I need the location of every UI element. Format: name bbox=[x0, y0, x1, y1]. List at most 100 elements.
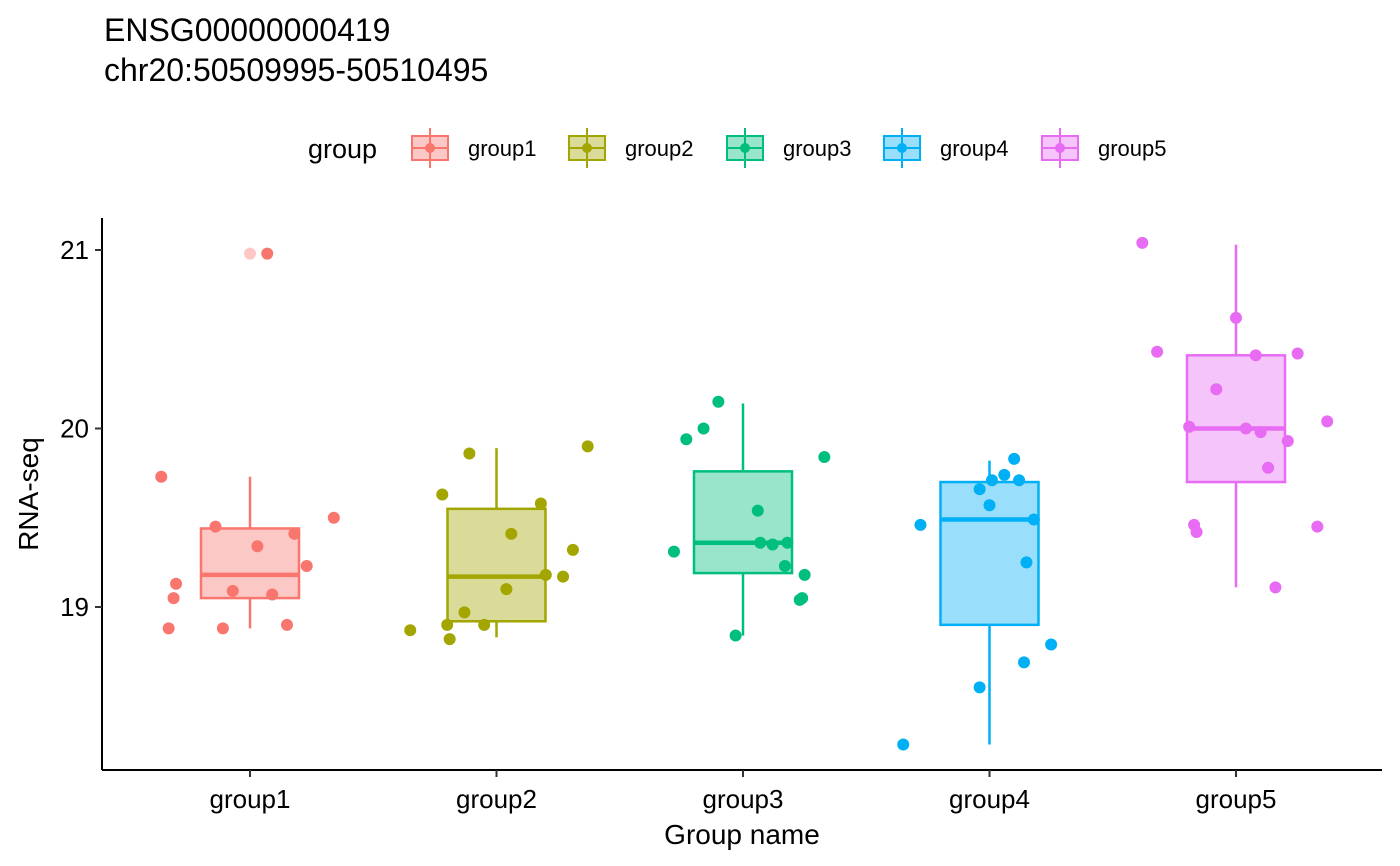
legend-label-group1: group1 bbox=[468, 136, 537, 161]
plot-area bbox=[155, 236, 1334, 751]
point-group3-13 bbox=[818, 451, 831, 464]
point-group4-7 bbox=[1008, 452, 1021, 465]
x-tick-label-group3: group3 bbox=[703, 784, 784, 814]
y-tick-label-21: 21 bbox=[60, 235, 89, 265]
point-group1-4 bbox=[209, 520, 222, 533]
point-group3-2 bbox=[697, 422, 710, 435]
axes: Group name RNA-seq 19 20 21 group1 group2 gro… bbox=[13, 218, 1382, 850]
x-tick-label-group4: group4 bbox=[949, 784, 1030, 814]
y-tick-label-19: 19 bbox=[60, 592, 89, 622]
x-tick-label-group5: group5 bbox=[1196, 784, 1277, 814]
point-group5-5 bbox=[1210, 383, 1223, 396]
x-tick-label-group2: group2 bbox=[456, 784, 537, 814]
point-group1-9 bbox=[280, 618, 293, 631]
point-group1-12 bbox=[327, 511, 340, 524]
point-group2-3 bbox=[443, 633, 456, 646]
point-group2-1 bbox=[436, 488, 449, 501]
point-group2-12 bbox=[566, 543, 579, 556]
point-group5-14 bbox=[1311, 520, 1324, 533]
legend-item-group2: group2 bbox=[568, 128, 694, 168]
point-group3-3 bbox=[712, 395, 725, 408]
point-group1-13 bbox=[261, 247, 274, 260]
legend-label-group4: group4 bbox=[940, 136, 1009, 161]
legend-item-group3: group3 bbox=[726, 128, 852, 168]
legend-title: group bbox=[308, 134, 377, 164]
point-group2-9 bbox=[534, 497, 547, 510]
point-group3-7 bbox=[766, 538, 779, 551]
point-group4-1 bbox=[914, 518, 927, 531]
point-group2-6 bbox=[478, 618, 491, 631]
legend-item-group5: group5 bbox=[1041, 128, 1167, 168]
point-group4-5 bbox=[985, 474, 998, 487]
chart-subtitle: chr20:50509995-50510495 bbox=[104, 52, 489, 88]
point-group4-0 bbox=[897, 738, 910, 751]
point-group1-11 bbox=[300, 559, 313, 572]
box-group3 bbox=[692, 470, 794, 575]
point-group2-7 bbox=[500, 583, 513, 596]
legend-key-point-group1 bbox=[425, 143, 435, 153]
legend: group group1 group2 group3 group4 group5 bbox=[308, 128, 1167, 168]
chart-title-block: ENSG00000000419 chr20:50509995-50510495 bbox=[104, 10, 488, 90]
point-group5-9 bbox=[1254, 426, 1267, 439]
point-group5-6 bbox=[1230, 311, 1242, 324]
point-group2-11 bbox=[557, 570, 570, 583]
legend-label-group3: group3 bbox=[783, 136, 852, 161]
point-group4-4 bbox=[983, 499, 996, 512]
point-group1-0 bbox=[155, 470, 168, 483]
legend-key-point-group5 bbox=[1055, 143, 1065, 153]
point-group1-7 bbox=[251, 540, 264, 553]
point-group3-11 bbox=[796, 592, 809, 605]
box-group-group5 bbox=[1136, 236, 1334, 594]
point-group5-15 bbox=[1321, 415, 1334, 428]
point-group4-3 bbox=[973, 483, 986, 496]
point-group5-2 bbox=[1183, 420, 1196, 433]
point-group3-6 bbox=[754, 536, 767, 549]
point-group1-5 bbox=[226, 584, 239, 597]
point-group1-10 bbox=[288, 527, 301, 540]
point-group1-1 bbox=[170, 577, 183, 590]
box-group1 bbox=[199, 527, 301, 600]
point-group4-10 bbox=[1020, 556, 1033, 569]
point-group4-12 bbox=[1045, 638, 1058, 651]
point-group5-12 bbox=[1281, 434, 1294, 447]
box-group2 bbox=[446, 507, 547, 623]
point-group2-4 bbox=[458, 606, 471, 619]
point-group5-13 bbox=[1291, 347, 1304, 360]
y-tick-label-20: 20 bbox=[60, 414, 89, 444]
point-group1-6 bbox=[216, 622, 229, 635]
point-group3-1 bbox=[680, 433, 693, 446]
point-group3-4 bbox=[729, 629, 742, 642]
point-group5-0 bbox=[1136, 236, 1149, 249]
point-group5-11 bbox=[1269, 581, 1282, 594]
point-group1-3 bbox=[162, 622, 175, 635]
x-axis-title: Group name bbox=[664, 819, 820, 850]
point-group2-0 bbox=[404, 624, 417, 637]
y-axis-title: RNA-seq bbox=[13, 437, 44, 551]
point-group5-4 bbox=[1190, 526, 1203, 539]
box-group5 bbox=[1185, 354, 1287, 484]
point-group3-0 bbox=[667, 545, 680, 558]
outlier-group1-0 bbox=[244, 247, 256, 260]
point-group5-1 bbox=[1151, 345, 1164, 358]
x-tick-label-group1: group1 bbox=[210, 784, 291, 814]
legend-key-point-group4 bbox=[897, 143, 907, 153]
point-group5-8 bbox=[1249, 349, 1262, 362]
point-group4-8 bbox=[1013, 474, 1026, 487]
point-group5-10 bbox=[1262, 461, 1275, 474]
point-group2-13 bbox=[581, 440, 594, 453]
box-group-group2 bbox=[404, 440, 594, 646]
point-group2-5 bbox=[463, 447, 476, 460]
point-group3-9 bbox=[781, 536, 794, 549]
point-group2-2 bbox=[441, 618, 454, 631]
legend-key-point-group2 bbox=[582, 143, 592, 153]
box-group-group1 bbox=[155, 247, 340, 635]
point-group4-2 bbox=[973, 681, 986, 694]
point-group4-11 bbox=[1027, 513, 1040, 526]
legend-label-group5: group5 bbox=[1098, 136, 1167, 161]
box-group-group3 bbox=[667, 395, 831, 642]
point-group3-12 bbox=[798, 568, 811, 581]
point-group4-6 bbox=[998, 468, 1011, 481]
point-group1-2 bbox=[167, 592, 180, 605]
legend-key-point-group3 bbox=[740, 143, 750, 153]
